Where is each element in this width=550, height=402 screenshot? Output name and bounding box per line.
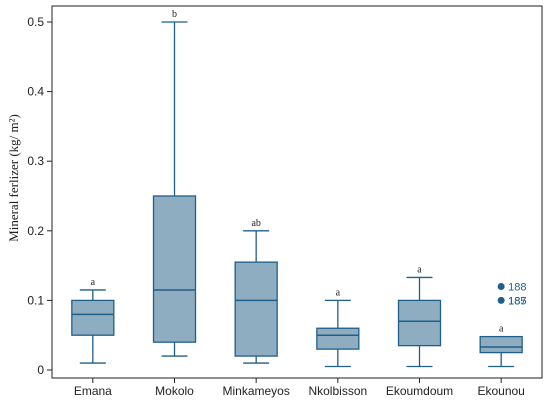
x-tick-label: Ekounou — [477, 384, 524, 398]
y-tick-label: 0 — [37, 363, 44, 377]
y-tick-label: 0.4 — [27, 85, 44, 99]
y-tick-label: 0.1 — [27, 293, 44, 307]
outlier-label: 187 — [508, 295, 526, 307]
iqr-box — [316, 327, 360, 350]
significance-letter: b — [172, 9, 177, 20]
iqr-box — [479, 335, 523, 354]
axes — [51, 5, 543, 379]
y-tick-label: 0.2 — [27, 224, 44, 238]
y-axis-label: Mineral ferlizer (kg/ m²) — [6, 114, 21, 242]
box-mokolo: b — [152, 9, 197, 357]
iqr-box — [152, 195, 197, 343]
x-tick-label: Emana — [74, 384, 112, 398]
significance-letter: a — [417, 264, 422, 275]
iqr-box — [71, 299, 115, 336]
x-tick-label: Nkolbisson — [308, 384, 367, 398]
y-tick-label: 0.5 — [27, 15, 44, 29]
significance-letter: a — [499, 324, 504, 335]
box-ekoumdoum: a — [397, 264, 442, 368]
x-tick-label: Minkameyos — [222, 384, 289, 398]
y-tick-label: 0.3 — [27, 154, 44, 168]
outlier-label: 185 — [508, 295, 526, 307]
iqr-box — [397, 299, 442, 347]
outlier-label: 188 — [508, 281, 526, 293]
box-nkolbisson: a — [316, 287, 360, 368]
plot-frame — [51, 5, 543, 379]
significance-letter: a — [91, 277, 96, 288]
x-tick-label: Mokolo — [155, 384, 194, 398]
outlier-point — [497, 282, 505, 290]
x-axis-tick-labels: Emana Mokolo Minkameyos Nkolbisson Ekoumdoum… — [74, 378, 525, 398]
box-emana: a — [71, 277, 115, 364]
y-axis-title: Mineral ferlizer (kg/ m²) — [6, 114, 21, 242]
outlier-point — [497, 296, 505, 304]
significance-letter: a — [336, 287, 341, 298]
iqr-box — [234, 261, 278, 357]
y-axis-ticks: 0 0.1 0.2 0.3 0.4 0.5 — [27, 15, 52, 377]
significance-letter: ab — [251, 218, 260, 229]
x-tick-label: Ekoumdoum — [386, 384, 453, 398]
box-minkameyos: ab — [234, 218, 278, 364]
